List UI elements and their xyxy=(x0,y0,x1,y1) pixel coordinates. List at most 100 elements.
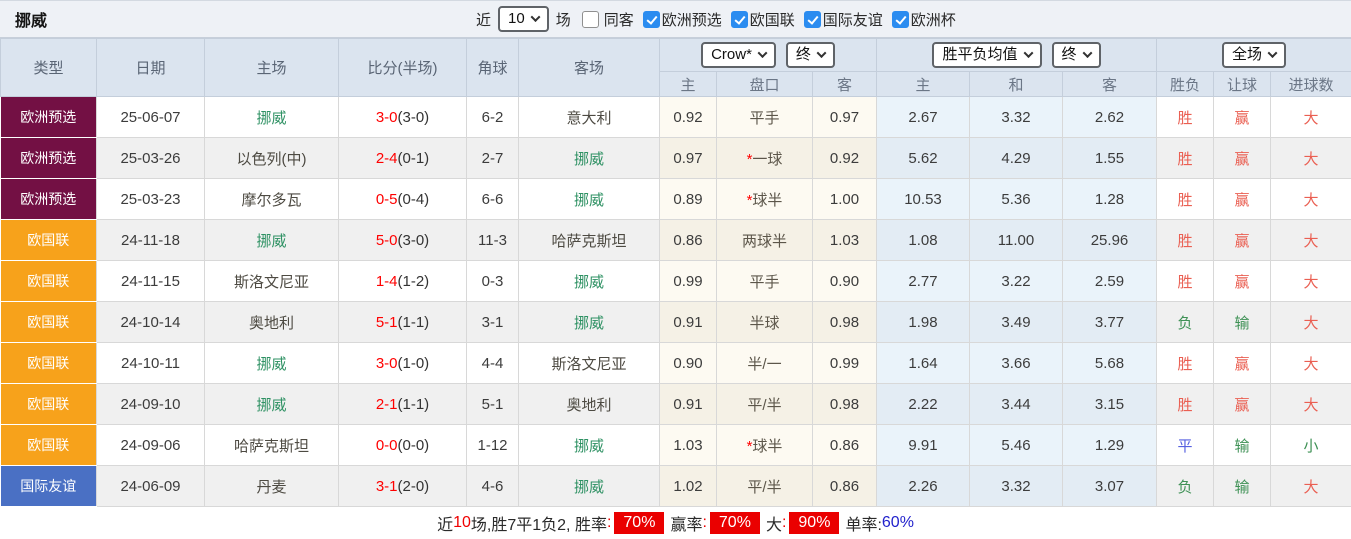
away-odds-cell: 0.86 xyxy=(812,465,877,507)
filter-checkbox-label: 欧洲预选 xyxy=(661,11,722,29)
away-odds-cell: 1.03 xyxy=(812,219,877,261)
avg-away-cell: 1.29 xyxy=(1062,424,1157,466)
result-cell: 胜 xyxy=(1156,137,1214,179)
avg-draw-cell: 5.46 xyxy=(969,424,1063,466)
odds-company-value: Crow* xyxy=(711,46,752,63)
score-cell: 3-0(1-0) xyxy=(338,342,467,384)
handicap-cell: 平/半 xyxy=(716,383,813,425)
corner-cell: 3-1 xyxy=(466,301,519,343)
match-row: 欧洲预选 25-06-07 挪威 3-0(3-0) 6-2 意大利 0.92 平手 0.97 2.… xyxy=(0,96,1351,138)
odds-stage-select-1[interactable]: 终 xyxy=(785,42,835,68)
scope-group-header: 全场 xyxy=(1156,38,1351,72)
big-rate-badge: 90% xyxy=(789,511,840,534)
handicap-cell: 平/半 xyxy=(716,465,813,507)
corner-cell: 2-7 xyxy=(466,137,519,179)
summary-recent-label: 近 xyxy=(437,516,454,534)
goals-result-cell: 大 xyxy=(1270,178,1351,220)
recent-label: 近 xyxy=(476,11,492,29)
home-odds-cell: 1.03 xyxy=(659,424,717,466)
filter-controls: 近 10 场 同客 欧洲预选 欧国联 国际友谊 欧洲杯 xyxy=(474,1,956,37)
checkbox-checked-icon[interactable] xyxy=(803,10,821,28)
avg-draw-cell: 3.22 xyxy=(969,260,1063,302)
col-header-date: 日期 xyxy=(96,38,205,97)
odds-stage-select-2[interactable]: 终 xyxy=(1051,42,1101,68)
scope-select[interactable]: 全场 xyxy=(1221,42,1286,68)
score-cell: 5-0(3-0) xyxy=(338,219,467,261)
filter-checkbox-item[interactable]: 国际友谊 xyxy=(803,9,883,30)
sub-header-handicap-result: 让球 xyxy=(1213,71,1271,97)
summary-win-rate-label: 胜率 xyxy=(574,516,607,534)
handicap-result-cell: 输 xyxy=(1213,465,1271,507)
checkbox-checked-icon[interactable] xyxy=(891,10,909,28)
avg-type-select[interactable]: 胜平负均值 xyxy=(932,42,1042,68)
odds-stage-value-1: 终 xyxy=(795,46,811,63)
match-row: 欧洲预选 25-03-26 以色列(中) 2-4(0-1) 2-7 挪威 0.97 *一球 0.… xyxy=(0,137,1351,179)
filter-checkbox-item[interactable]: 欧洲预选 xyxy=(642,9,722,30)
handicap-result-cell: 赢 xyxy=(1213,383,1271,425)
checkbox-unchecked-icon[interactable] xyxy=(581,10,599,28)
odds-group-header: Crow* 终 xyxy=(659,38,877,72)
recent-count-select[interactable]: 10 xyxy=(498,6,549,32)
away-odds-cell: 0.98 xyxy=(812,383,877,425)
away-team-cell: 奥地利 xyxy=(518,383,660,425)
avg-home-cell: 1.08 xyxy=(876,219,970,261)
home-odds-cell: 0.92 xyxy=(659,96,717,138)
handicap-result-cell: 赢 xyxy=(1213,96,1271,138)
avg-draw-cell: 11.00 xyxy=(969,219,1063,261)
corner-cell: 6-6 xyxy=(466,178,519,220)
avg-home-cell: 9.91 xyxy=(876,424,970,466)
avg-away-cell: 3.77 xyxy=(1062,301,1157,343)
avg-home-cell: 1.98 xyxy=(876,301,970,343)
away-odds-cell: 0.86 xyxy=(812,424,877,466)
type-cell: 欧国联 xyxy=(0,424,97,466)
match-row: 国际友谊 24-06-09 丹麦 3-1(2-0) 4-6 挪威 1.02 平/半 0.86 2.… xyxy=(0,465,1351,507)
avg-home-cell: 2.22 xyxy=(876,383,970,425)
match-row: 欧国联 24-10-11 挪威 3-0(1-0) 4-4 斯洛文尼亚 0.90 半/一 0.99… xyxy=(0,342,1351,384)
col-header-away: 客场 xyxy=(518,38,660,97)
sub-header-away-odds: 客 xyxy=(812,71,877,97)
checkbox-checked-icon[interactable] xyxy=(642,10,660,28)
summary-cover-rate-label: 赢率 xyxy=(670,516,703,534)
avg-away-cell: 2.59 xyxy=(1062,260,1157,302)
date-cell: 24-11-15 xyxy=(96,260,205,302)
away-team-cell: 挪威 xyxy=(518,465,660,507)
match-row: 欧国联 24-09-06 哈萨克斯坦 0-0(0-0) 1-12 挪威 1.03 *球半 0.8… xyxy=(0,424,1351,466)
corner-cell: 0-3 xyxy=(466,260,519,302)
filter-checkbox-item[interactable]: 欧国联 xyxy=(730,9,795,30)
corner-cell: 5-1 xyxy=(466,383,519,425)
home-team-cell: 挪威 xyxy=(204,219,339,261)
match-row: 欧国联 24-09-10 挪威 2-1(1-1) 5-1 奥地利 0.91 平/半 0.98 2.… xyxy=(0,383,1351,425)
avg-away-cell: 2.62 xyxy=(1062,96,1157,138)
handicap-result-cell: 赢 xyxy=(1213,219,1271,261)
handicap-cell: 平手 xyxy=(716,96,813,138)
away-odds-cell: 0.99 xyxy=(812,342,877,384)
chevron-down-icon xyxy=(816,48,827,59)
handicap-result-cell: 赢 xyxy=(1213,137,1271,179)
date-cell: 24-10-11 xyxy=(96,342,205,384)
goals-result-cell: 大 xyxy=(1270,96,1351,138)
away-team-cell: 斯洛文尼亚 xyxy=(518,342,660,384)
home-odds-cell: 0.99 xyxy=(659,260,717,302)
avg-away-cell: 5.68 xyxy=(1062,342,1157,384)
goals-result-cell: 大 xyxy=(1270,342,1351,384)
summary-single-label: 单率: xyxy=(845,516,882,534)
avg-home-cell: 10.53 xyxy=(876,178,970,220)
filter-checkbox-item[interactable]: 欧洲杯 xyxy=(891,9,956,30)
date-cell: 25-03-23 xyxy=(96,178,205,220)
checkbox-checked-icon[interactable] xyxy=(730,10,748,28)
date-cell: 25-03-26 xyxy=(96,137,205,179)
odds-company-select[interactable]: Crow* xyxy=(701,42,776,68)
col-header-corners: 角球 xyxy=(466,38,519,97)
summary-recent-count: 10 xyxy=(453,513,471,531)
avg-away-cell: 25.96 xyxy=(1062,219,1157,261)
type-cell: 欧洲预选 xyxy=(0,178,97,220)
score-cell: 2-4(0-1) xyxy=(338,137,467,179)
col-header-score: 比分(半场) xyxy=(338,38,467,97)
sub-header-avg-draw: 和 xyxy=(969,71,1063,97)
away-team-cell: 挪威 xyxy=(518,137,660,179)
home-odds-cell: 0.91 xyxy=(659,301,717,343)
corner-cell: 6-2 xyxy=(466,96,519,138)
filter-checkbox-item[interactable]: 同客 xyxy=(581,9,634,30)
chevron-down-icon xyxy=(1023,48,1033,59)
home-team-cell: 以色列(中) xyxy=(204,137,339,179)
